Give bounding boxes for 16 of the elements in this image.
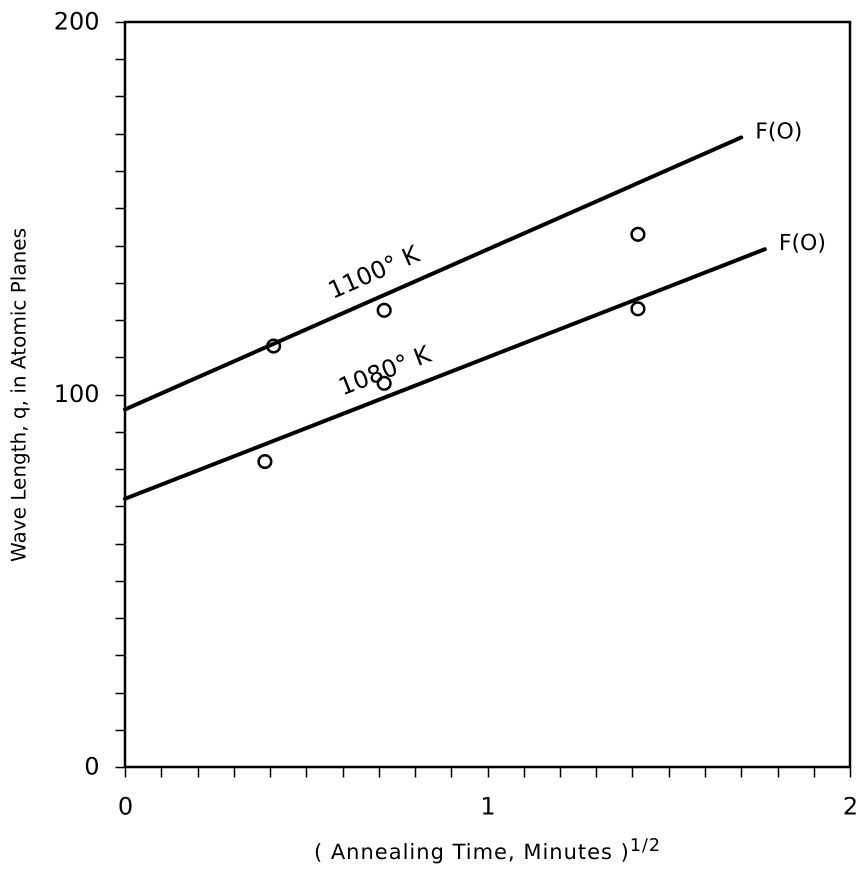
text: 1080° K (334, 340, 436, 402)
x-tick-label: 0 (118, 792, 134, 820)
point (257, 454, 272, 470)
y-tick-label: 100 (54, 380, 100, 408)
annotation: F(O) (778, 231, 826, 256)
point (266, 338, 282, 354)
y-tick-label: 200 (54, 8, 100, 36)
point (630, 226, 646, 242)
y-tick-label: 0 (84, 752, 100, 780)
x-axis-title: ( Annealing Time, Minutes )$^{1/2}$ (312, 836, 662, 864)
x-tick-label: 1 (480, 792, 496, 820)
y-axis-title: Wave Length, q, in Atomic Planes (6, 228, 31, 562)
x-tick-label: 2 (842, 792, 858, 820)
point (376, 302, 392, 318)
point (630, 301, 646, 316)
annotation: F(O) (755, 119, 802, 144)
